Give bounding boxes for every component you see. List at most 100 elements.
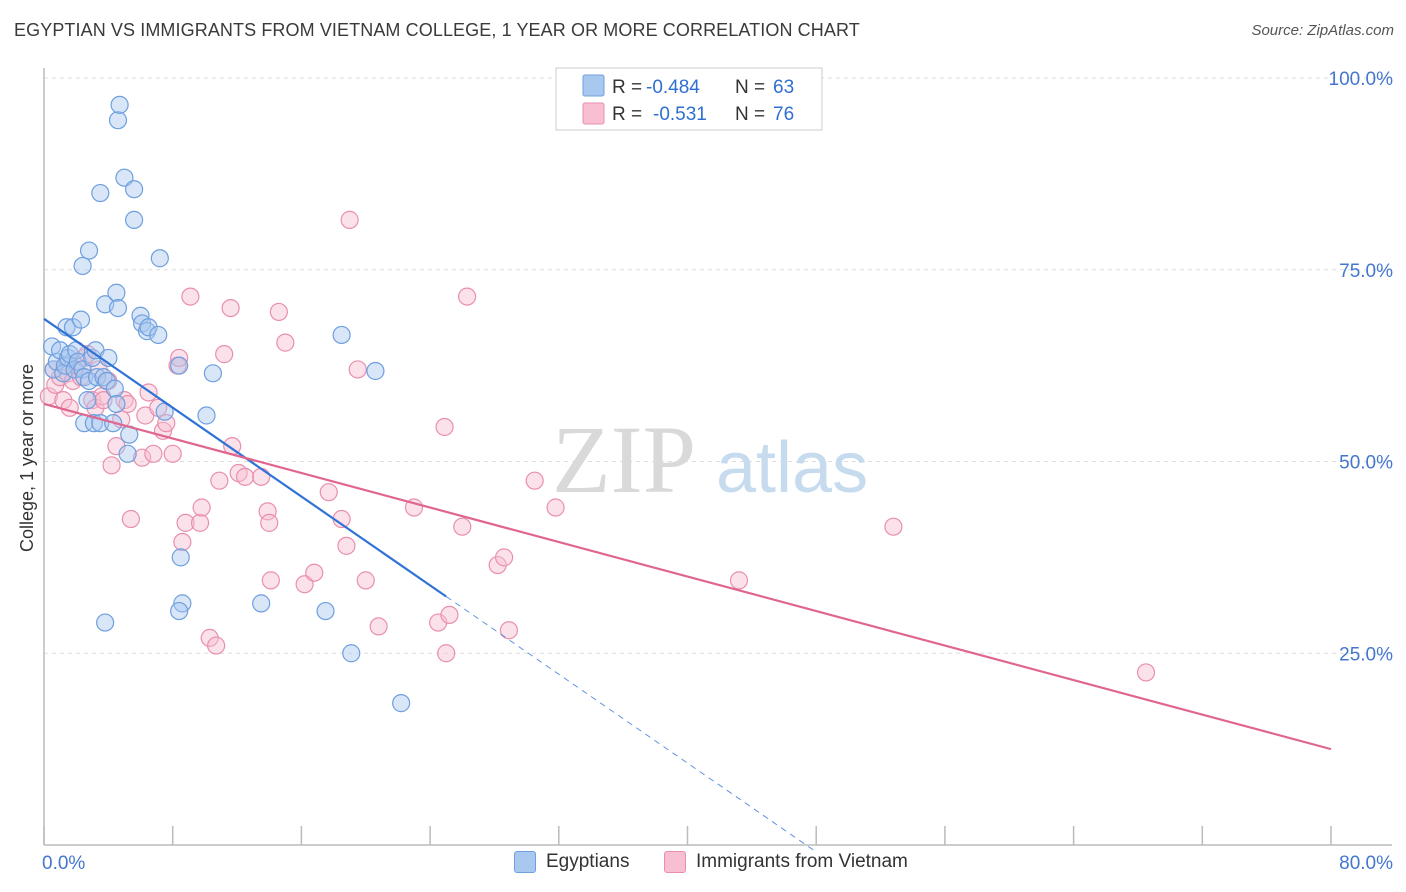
data-point	[79, 241, 99, 260]
data-point	[453, 517, 472, 536]
y-tick-label: 75.0%	[1339, 261, 1393, 282]
data-point	[1136, 663, 1156, 682]
data-point	[71, 310, 91, 329]
data-point	[102, 456, 121, 475]
data-point	[139, 318, 158, 337]
data-point	[107, 394, 126, 414]
trend-line-egyptians-extension	[445, 596, 817, 853]
data-point	[392, 694, 411, 713]
data-point	[170, 601, 189, 621]
data-point	[192, 498, 211, 517]
data-point	[546, 498, 565, 517]
data-point	[435, 417, 454, 437]
series-vietnam-points	[39, 210, 1156, 682]
data-point	[316, 601, 335, 621]
legend-swatch-egyptians	[514, 851, 536, 873]
data-point	[499, 621, 519, 640]
data-point	[176, 513, 195, 532]
data-point	[495, 548, 514, 567]
data-point	[171, 548, 190, 567]
data-point	[215, 345, 234, 364]
data-point	[108, 299, 128, 318]
data-point	[163, 444, 182, 463]
data-point	[124, 210, 144, 229]
stats-legend-swatch-blue	[582, 74, 605, 97]
chart-source: Source: ZipAtlas.com	[1251, 22, 1394, 39]
data-point	[437, 644, 456, 663]
data-point	[369, 617, 388, 636]
data-point	[458, 287, 477, 306]
data-point	[170, 348, 189, 368]
x-tick-label: 80.0%	[1339, 853, 1393, 874]
data-point	[276, 333, 295, 352]
data-point	[124, 180, 144, 199]
stats-legend-swatch-pink	[582, 102, 605, 125]
stats-legend: R = -0.484 N = 63 R = -0.531 N = 76	[555, 67, 823, 131]
stats-n-label-pink: N =	[735, 104, 765, 125]
data-point	[235, 467, 255, 486]
data-point	[221, 299, 240, 318]
stats-n-value-blue: 63	[773, 77, 794, 98]
legend-label-vietnam: Immigrants from Vietnam	[696, 851, 908, 872]
series-egyptians-points	[42, 95, 411, 713]
data-point	[252, 594, 271, 613]
data-point	[133, 448, 152, 467]
legend-label-egyptians: Egyptians	[546, 851, 630, 872]
data-point	[181, 287, 200, 306]
data-point	[150, 249, 169, 268]
data-point	[332, 325, 351, 345]
x-tick-label: 0.0%	[42, 853, 85, 874]
watermark-atlas: atlas	[716, 428, 868, 508]
data-point	[108, 111, 128, 130]
axes	[43, 68, 1392, 846]
data-point	[144, 444, 163, 463]
data-point	[366, 361, 385, 381]
data-point	[78, 391, 97, 410]
y-tick-label: 25.0%	[1339, 644, 1393, 665]
data-point	[96, 613, 115, 632]
data-point	[203, 364, 223, 383]
stats-r-value-pink: -0.531	[653, 104, 707, 125]
data-point	[305, 563, 324, 582]
data-point	[87, 368, 107, 387]
y-tick-label: 100.0%	[1329, 69, 1394, 90]
data-point	[356, 571, 375, 590]
legend-item-vietnam[interactable]: Immigrants from Vietnam	[664, 851, 908, 873]
y-tick-label: 50.0%	[1339, 453, 1393, 474]
stats-n-label-blue: N =	[735, 77, 765, 98]
data-point	[118, 444, 137, 463]
bottom-legend: Egyptians Immigrants from Vietnam	[0, 851, 1406, 879]
legend-item-egyptians[interactable]: Egyptians	[514, 851, 629, 873]
data-point	[342, 644, 361, 663]
data-point	[207, 636, 226, 655]
data-point	[252, 467, 271, 486]
chart-title: EGYPTIAN VS IMMIGRANTS FROM VIETNAM COLL…	[14, 20, 860, 40]
stats-r-label-blue: R =	[612, 77, 642, 98]
data-point	[173, 532, 192, 552]
data-point	[319, 483, 338, 502]
data-point	[107, 283, 126, 302]
data-point	[197, 406, 216, 425]
data-point	[60, 398, 79, 417]
data-point	[73, 256, 92, 276]
data-point	[105, 379, 124, 398]
data-point	[121, 509, 140, 529]
data-point	[260, 513, 279, 532]
data-point	[340, 210, 359, 229]
data-point	[157, 414, 176, 433]
data-point	[261, 571, 280, 590]
data-point	[729, 571, 749, 590]
data-point	[884, 517, 903, 536]
tick-labels: 25.0% 50.0% 75.0% 100.0% 0.0% 80.0%	[42, 69, 1393, 874]
watermark: ZIP atlas	[552, 406, 868, 513]
stats-n-value-pink: 76	[773, 104, 794, 125]
data-point	[525, 471, 544, 490]
data-point	[210, 471, 229, 490]
data-point	[110, 95, 129, 114]
gridlines	[44, 77, 1392, 654]
data-point	[348, 360, 367, 379]
data-point	[91, 183, 110, 203]
trend-line-vietnam	[43, 402, 1332, 751]
data-point	[440, 605, 459, 625]
